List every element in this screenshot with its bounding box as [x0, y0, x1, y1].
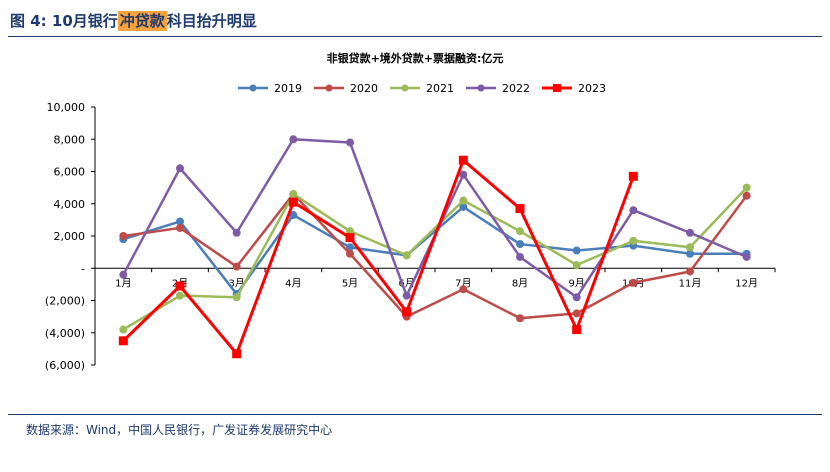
chart-title: 非银贷款+境外贷款+票据融资:亿元: [327, 51, 504, 65]
point-2023: [572, 325, 582, 335]
legend-marker: [553, 84, 561, 92]
point-2020: [346, 249, 354, 258]
point-2023: [288, 197, 298, 207]
point-2020: [629, 278, 638, 287]
point-2022: [686, 228, 694, 237]
point-2021: [742, 183, 751, 192]
figure-title-pre: 10月银行: [51, 12, 118, 30]
line-chart: 非银贷款+境外贷款+票据融资:亿元 2019 2020 2021 2022 2023 1…: [45, 51, 776, 372]
point-2020: [232, 262, 241, 271]
point-2020: [686, 267, 694, 276]
point-2022: [402, 291, 411, 300]
x-tick-label: 9月: [568, 277, 584, 289]
y-tick-label: 10,000: [47, 101, 86, 114]
series-line-2021: [122, 186, 748, 331]
point-2022: [742, 252, 751, 261]
point-2022: [289, 135, 298, 144]
series-line-2023: [122, 158, 635, 356]
point-2023: [175, 281, 185, 291]
legend-marker: [325, 84, 333, 92]
y-tick-label: 8,000: [54, 133, 86, 146]
point-2020: [572, 309, 581, 318]
legend-label: 2019: [274, 82, 302, 95]
figure-title-highlight: 冲贷款: [117, 11, 167, 31]
point-2020: [742, 191, 751, 200]
point-2019: [176, 217, 184, 226]
point-2021: [232, 293, 241, 302]
point-2022: [629, 206, 638, 215]
point-2022: [459, 170, 468, 179]
point-2021: [572, 261, 581, 270]
point-2023: [345, 233, 355, 243]
figure-title-post: 科目抬升明显: [166, 12, 257, 30]
top-rule: [8, 36, 822, 37]
point-2021: [289, 190, 298, 199]
y-tick-label: -: [81, 262, 85, 275]
figure-title: 图 4: 10月银行 冲贷款 科目抬升明显: [10, 8, 257, 34]
point-2022: [176, 164, 184, 173]
point-2019: [459, 202, 468, 211]
point-2020: [516, 314, 524, 323]
point-2019: [686, 249, 694, 258]
legend-marker: [401, 84, 409, 92]
point-2021: [176, 291, 184, 300]
point-2022: [346, 138, 354, 147]
legend-label: 2021: [426, 82, 454, 95]
x-axis: 1月2月3月4月5月6月7月8月9月10月11月12月: [94, 267, 776, 289]
x-tick-label: 7月: [455, 277, 471, 289]
plot-area: [118, 135, 751, 359]
point-2023: [458, 155, 468, 165]
point-2019: [289, 211, 298, 220]
x-tick-label: 11月: [679, 277, 702, 289]
point-2021: [686, 243, 694, 252]
point-2023: [402, 307, 412, 317]
x-tick-label: 8月: [512, 277, 528, 289]
point-2019: [516, 240, 524, 249]
series-line-2022: [122, 138, 748, 299]
point-2023: [232, 349, 242, 359]
point-2021: [119, 325, 128, 334]
x-tick-label: 12月: [735, 277, 758, 289]
y-tick-label: 2,000: [54, 230, 86, 243]
legend-label: 2020: [350, 82, 378, 95]
y-tick-label: 4,000: [54, 198, 86, 211]
y-axis: 10,000 8,000 6,000 4,000 2,000 - (2,000) (4,000…: [45, 101, 96, 372]
point-2021: [629, 236, 638, 245]
legend-label: 2022: [502, 82, 530, 95]
y-tick-label: (2,000): [45, 295, 85, 308]
point-2023: [628, 171, 638, 181]
point-2021: [402, 251, 411, 260]
legend: 2019 2020 2021 2022 2023: [238, 82, 606, 95]
point-2021: [459, 196, 468, 205]
figure-label: 图 4:: [10, 12, 47, 30]
x-tick-label: 5月: [342, 277, 358, 289]
point-2022: [516, 252, 524, 261]
point-2022: [119, 270, 128, 279]
series-line-2020: [123, 192, 748, 320]
x-tick-label: 1月: [115, 277, 131, 289]
point-2023: [118, 336, 128, 346]
point-2020: [459, 285, 468, 294]
point-2019: [346, 243, 354, 252]
point-2022: [572, 293, 581, 302]
point-2022: [232, 228, 241, 237]
x-tick-label: 4月: [285, 277, 301, 289]
y-tick-label: (4,000): [45, 327, 85, 340]
point-2023: [515, 204, 525, 214]
point-2020: [176, 223, 184, 232]
point-2021: [516, 227, 524, 236]
legend-marker: [477, 84, 485, 92]
point-2020: [119, 232, 128, 240]
series-line-2019: [122, 205, 747, 296]
legend-label: 2023: [578, 82, 606, 95]
point-2019: [572, 246, 581, 255]
y-tick-label: 6,000: [54, 166, 86, 179]
y-tick-label: (6,000): [45, 359, 85, 372]
bottom-rule: [8, 414, 822, 415]
source-note: 数据来源：Wind，中国人民银行，广发证券发展研究中心: [26, 423, 333, 437]
legend-marker: [249, 84, 257, 92]
